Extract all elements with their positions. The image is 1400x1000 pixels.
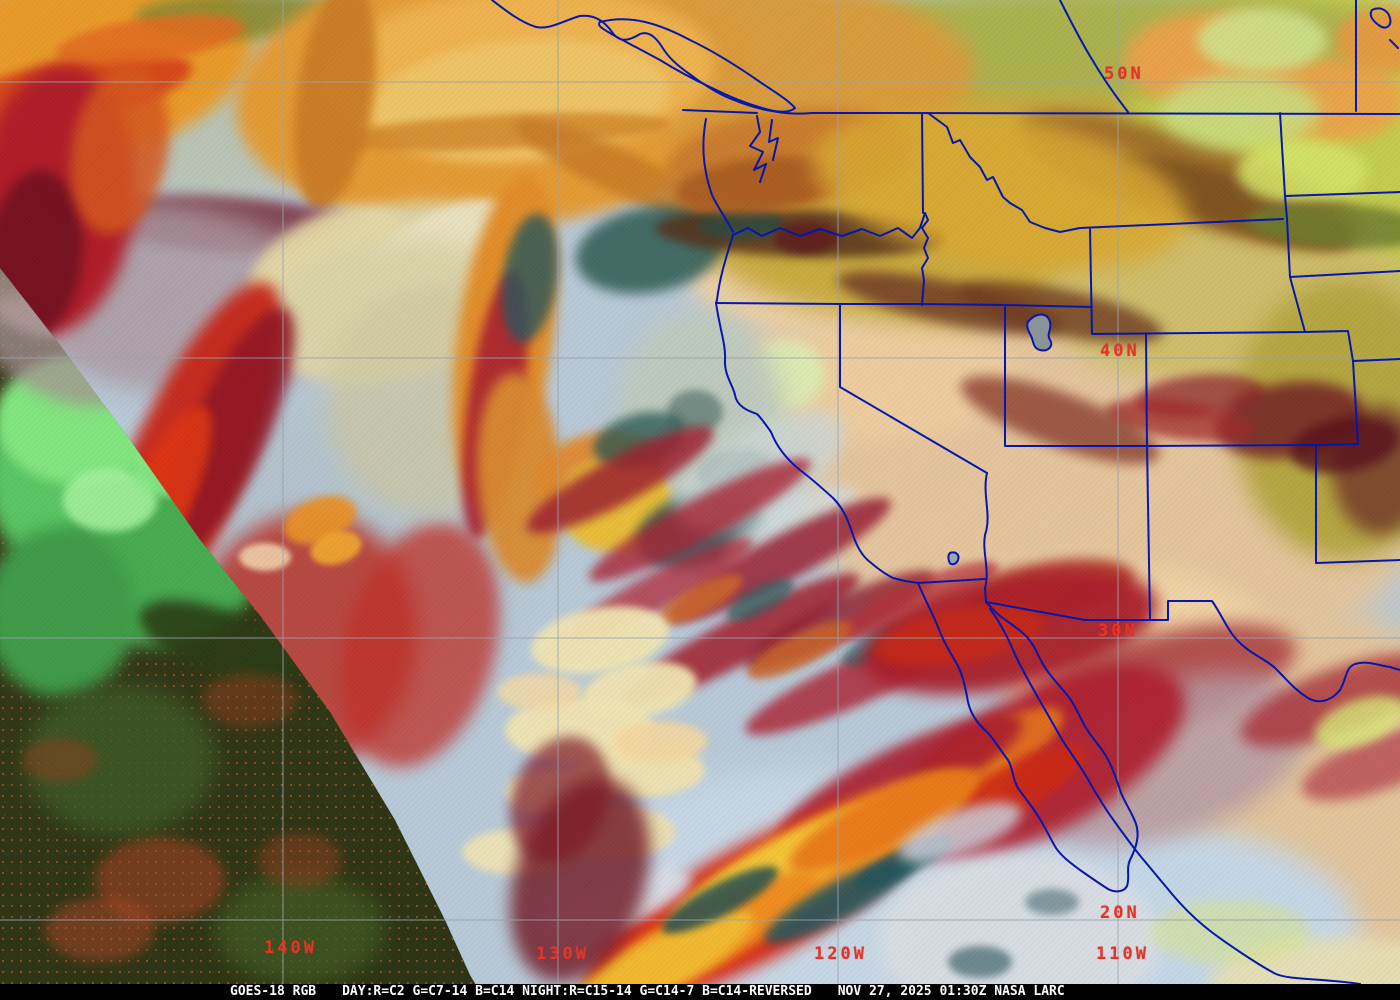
cloud-blob — [0, 527, 135, 697]
cloud-blob — [948, 946, 1012, 978]
rgb-recipe-label: DAY:R=C2 G=C7-14 B=C14 NIGHT:R=C15-14 G=… — [342, 984, 812, 999]
vancouver-island — [598, 18, 796, 113]
cloud-blob — [1150, 900, 1310, 964]
cloud-blob — [25, 685, 215, 835]
mexico-border-rio-grande — [917, 472, 1400, 703]
cloud-blob — [95, 837, 225, 923]
lat-label-50n: 50N — [1104, 64, 1144, 84]
puget-sound — [682, 109, 779, 183]
great-salt-lake — [1026, 313, 1053, 352]
bc-coastline — [491, 0, 894, 115]
canada-border — [892, 0, 1400, 115]
mexico-mainland-coastline — [989, 608, 1361, 984]
salton-sea — [947, 551, 960, 566]
cloud-blob — [45, 898, 155, 962]
cloud-blob — [774, 222, 838, 254]
lon-label-110w: 110W — [1096, 944, 1149, 964]
lat-label-20n: 20N — [1100, 903, 1140, 923]
cloud-blob — [22, 738, 98, 782]
lon-label-130w: 130W — [536, 944, 589, 964]
lon-label-120w: 120W — [814, 944, 867, 964]
cloud-blob — [257, 833, 343, 887]
timestamp-label: NOV 27, 2025 01:30Z NASA LARC — [837, 984, 1065, 999]
cloud-blob — [1025, 889, 1079, 915]
cloud-blob — [612, 721, 708, 763]
cloud-blob — [1197, 8, 1327, 72]
cloud-blob — [1160, 74, 1320, 150]
cloud-blob — [202, 673, 298, 727]
baja-california-coastline — [917, 582, 1139, 893]
canada-lakes — [1369, 7, 1399, 49]
cloud-blob — [1332, 405, 1400, 535]
lat-label-30n: 30N — [1098, 621, 1138, 641]
lat-label-40n: 40N — [1100, 341, 1140, 361]
cloud-blob — [215, 875, 385, 984]
cloud-blob — [699, 208, 785, 240]
pacific-coastline — [702, 118, 919, 584]
state-borders — [715, 112, 1400, 621]
product-label: GOES-18 RGB — [230, 984, 317, 999]
status-bar: GOES-18 RGB DAY:R=C2 G=C7-14 B=C14 NIGHT:… — [0, 984, 1400, 1000]
lon-label-140w: 140W — [264, 938, 317, 958]
cloud-blob — [239, 543, 291, 571]
cloud-blob — [497, 673, 583, 711]
